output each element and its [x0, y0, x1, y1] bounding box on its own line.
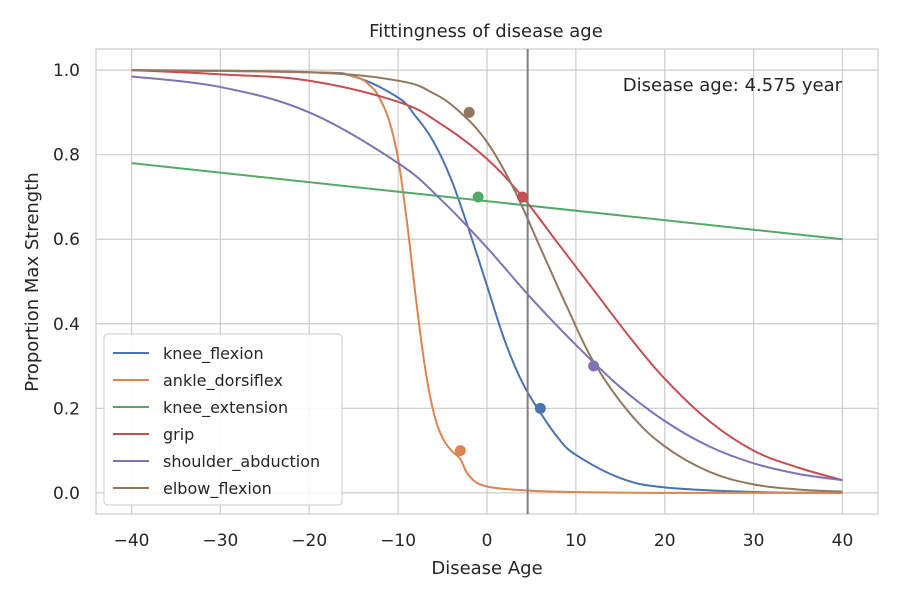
series-line-knee-flexion — [131, 69, 843, 494]
legend-label-elbow-flexion: elbow_flexion — [163, 479, 272, 499]
legend-label-ankle-dorsiflex: ankle_dorsiflex — [163, 371, 283, 391]
x-tick-label: −10 — [380, 531, 416, 551]
x-tick-label: 30 — [743, 531, 765, 551]
x-tick-label: 40 — [832, 531, 854, 551]
legend-label-shoulder-abduction: shoulder_abduction — [163, 452, 320, 472]
chart-title: Fittingness of disease age — [369, 21, 603, 42]
x-tick-label: −40 — [114, 531, 150, 551]
legend-label-knee-extension: knee_extension — [163, 398, 288, 418]
y-tick-label: 0.6 — [53, 230, 80, 250]
x-tick-label: 0 — [482, 531, 493, 551]
y-tick-label: 1.0 — [53, 61, 80, 81]
y-tick-label: 0.8 — [53, 146, 80, 166]
series-line-shoulder-abduction — [131, 75, 843, 482]
legend-box — [103, 333, 343, 506]
y-tick-label: 0.2 — [53, 399, 80, 419]
series-point-knee-flexion — [534, 402, 546, 414]
legend-label-knee-flexion: knee_flexion — [163, 344, 264, 364]
x-axis-label: Disease Age — [431, 558, 542, 579]
plot-frame — [95, 48, 879, 515]
series-lines — [131, 69, 843, 494]
disease-age-annotation: Disease age: 4.575 year — [623, 75, 843, 96]
y-tick-label: 0.4 — [53, 315, 80, 335]
series-point-shoulder-abduction — [588, 360, 600, 372]
legend: knee_flexion ankle_dorsiflex knee_extensio… — [103, 333, 343, 506]
x-tick-label: −30 — [202, 531, 238, 551]
x-tick-label: −20 — [291, 531, 327, 551]
series-point-grip — [517, 191, 529, 203]
series-line-ankle-dorsiflex — [131, 69, 843, 494]
y-tick-labels: 0.0 0.2 0.4 0.6 0.8 1.0 — [53, 61, 80, 504]
y-axis-label: Proportion Max Strength — [22, 172, 43, 391]
series-point-ankle-dorsiflex — [454, 445, 466, 457]
x-tick-label: 10 — [565, 531, 587, 551]
series-point-elbow-flexion — [463, 106, 475, 118]
legend-label-grip: grip — [163, 425, 194, 444]
legend-items: knee_flexion ankle_dorsiflex knee_extensio… — [113, 344, 320, 499]
series-line-grip — [131, 69, 843, 482]
x-tick-label: 20 — [654, 531, 676, 551]
series-points — [454, 106, 600, 457]
series-line-knee-extension — [131, 162, 843, 241]
series-point-knee-extension — [472, 191, 484, 203]
y-tick-label: 0.0 — [53, 484, 80, 504]
series-line-elbow-flexion — [131, 69, 843, 493]
x-tick-labels: −40 −30 −20 −10 0 10 20 30 40 — [114, 531, 854, 551]
